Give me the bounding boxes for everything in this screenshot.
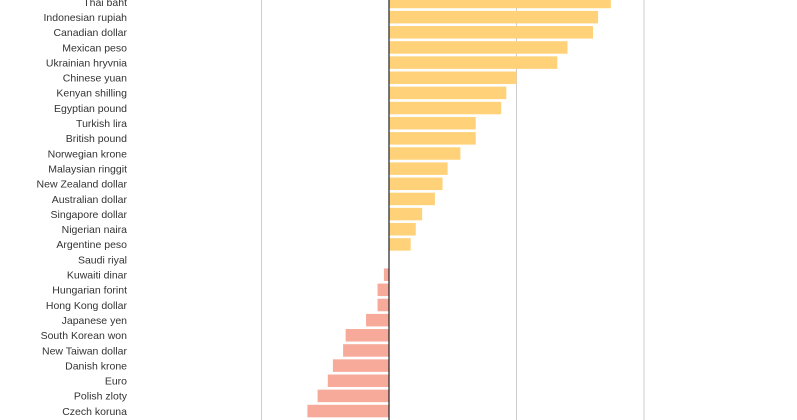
bar-kenyan-shilling [389, 86, 507, 100]
category-label: Thai baht [83, 0, 127, 9]
bar-hong-kong-dollar [377, 298, 389, 312]
bar-polish-zloty [317, 389, 389, 403]
category-label: Egyptian pound [54, 103, 127, 115]
bar-norwegian-krone [389, 147, 461, 160]
category-label: New Taiwan dollar [42, 345, 128, 357]
bar-ukrainian-hryvnia [389, 56, 558, 69]
category-label: Hong Kong dollar [46, 300, 128, 312]
bar-new-zealand-dollar [389, 177, 443, 191]
category-label: Kuwaiti dinar [67, 270, 128, 282]
bar-czech-koruna [307, 404, 389, 418]
bar-kuwaiti-dinar [383, 268, 389, 281]
category-label: Czech koruna [62, 406, 127, 418]
category-label: Canadian dollar [53, 27, 127, 39]
category-label: Saudi riyal [78, 254, 127, 266]
category-label: Chinese yuan [63, 73, 127, 85]
bar-british-pound [389, 132, 476, 145]
category-label: Danish krone [65, 360, 127, 372]
category-label: British pound [66, 133, 127, 145]
category-label: Nigerian naira [62, 224, 128, 236]
bar-argentine-peso [389, 238, 411, 251]
category-label: Japanese yen [62, 315, 128, 327]
category-label: Norwegian krone [48, 148, 128, 160]
bar-singapore-dollar [389, 207, 423, 221]
category-label: Kenyan shilling [56, 88, 127, 100]
bar-egyptian-pound [389, 101, 502, 115]
bars [307, 0, 611, 418]
category-label: Hungarian forint [52, 285, 127, 297]
bar-hungarian-forint [377, 283, 389, 297]
bar-new-taiwan-dollar [343, 344, 389, 357]
category-label: South Korean won [41, 330, 128, 342]
category-labels: Thai baht Indonesian rupiah Canadian dolla… [37, 0, 128, 418]
bar-malaysian-ringgit [389, 162, 448, 175]
bar-nigerian-naira [389, 223, 416, 236]
category-label: Turkish lira [76, 118, 127, 130]
bar-australian-dollar [389, 192, 435, 206]
bar-thai-baht [389, 0, 611, 9]
category-label: Euro [105, 376, 127, 388]
bar-mexican-peso [389, 41, 568, 54]
category-label: Argentine peso [56, 239, 127, 251]
bar-turkish-lira [389, 116, 476, 130]
bar-chinese-yuan [389, 71, 517, 84]
category-label: Polish zloty [74, 391, 128, 403]
category-label: Indonesian rupiah [44, 12, 128, 24]
category-label: Ukrainian hryvnia [46, 57, 127, 69]
category-label: Malaysian ringgit [48, 163, 127, 175]
bar-danish-krone [332, 359, 389, 372]
bar-euro [327, 374, 389, 387]
bar-south-korean-won [345, 329, 389, 342]
category-label: Australian dollar [52, 194, 128, 206]
category-label: Singapore dollar [51, 209, 128, 221]
bar-japanese-yen [366, 313, 389, 327]
category-label: Mexican peso [62, 42, 127, 54]
bar-canadian-dollar [389, 26, 593, 39]
category-label: New Zealand dollar [37, 179, 128, 191]
bar-indonesian-rupiah [389, 10, 599, 24]
